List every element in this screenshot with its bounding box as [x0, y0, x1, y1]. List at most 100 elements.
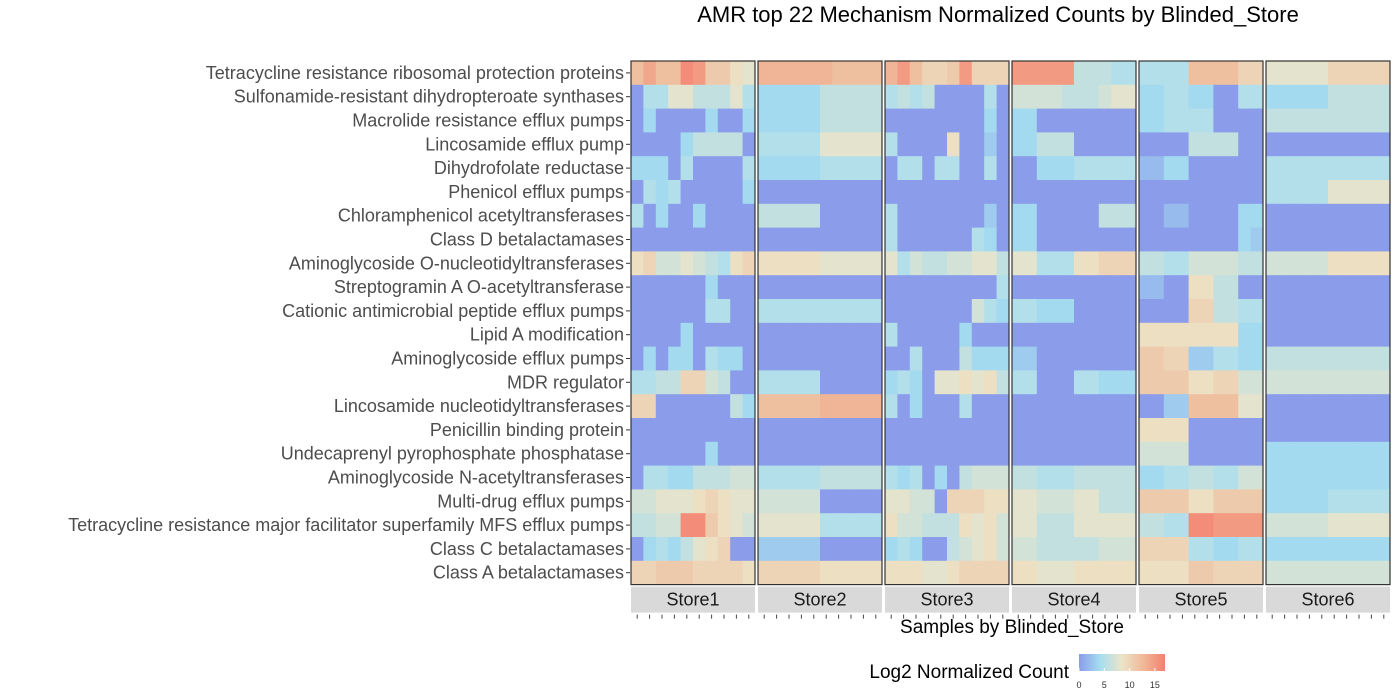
heatmap-cell	[844, 203, 858, 228]
heatmap-cell	[1266, 180, 1279, 205]
heatmap-cell	[1139, 489, 1152, 514]
heatmap-cell	[1024, 156, 1038, 181]
heatmap-cell	[1151, 418, 1165, 443]
heatmap-cell	[1036, 346, 1050, 371]
heatmap-cell	[758, 227, 771, 252]
heatmap-cell	[844, 299, 858, 324]
heatmap-cell	[869, 465, 883, 490]
heatmap-cell	[1377, 203, 1391, 228]
heatmap-cell	[1328, 108, 1341, 133]
heatmap-cell	[1139, 61, 1152, 86]
heatmap-cell	[959, 203, 973, 228]
heatmap-cell	[844, 418, 858, 443]
heatmap-cell	[1250, 132, 1264, 157]
heatmap-cell	[1201, 61, 1214, 86]
facet-strip-label: Store3	[920, 590, 973, 610]
heatmap-cell	[996, 180, 1010, 205]
heatmap-cell	[844, 84, 858, 109]
heatmap-cell	[1049, 489, 1062, 514]
heatmap-cell	[1328, 156, 1341, 181]
facet-panel: Store6	[1265, 60, 1391, 619]
heatmap-cell	[1238, 537, 1251, 562]
heatmap-cell	[959, 465, 973, 490]
heatmap-cell	[1098, 203, 1112, 228]
heatmap-cell	[1365, 394, 1378, 419]
heatmap-cell	[680, 322, 694, 347]
heatmap-cell	[885, 299, 898, 324]
heatmap-cell	[1151, 275, 1165, 300]
heatmap-cell	[959, 537, 973, 562]
heatmap-cell	[1151, 513, 1165, 538]
heatmap-cell	[1163, 84, 1177, 109]
heatmap-cell	[655, 299, 669, 324]
heatmap-cell	[857, 180, 870, 205]
heatmap-cell	[782, 203, 796, 228]
heatmap-cell	[1315, 441, 1329, 466]
heatmap-cell	[1123, 84, 1137, 109]
heatmap-cell	[1024, 513, 1038, 538]
heatmap-cell	[1290, 513, 1304, 538]
heatmap-cell	[1012, 180, 1025, 205]
heatmap-cell	[1036, 156, 1050, 181]
heatmap-cell	[705, 346, 719, 371]
heatmap-cell	[1201, 156, 1214, 181]
heatmap-cell	[934, 275, 948, 300]
heatmap-cell	[885, 251, 898, 276]
row-label: Class C betalactamases	[430, 539, 624, 559]
heatmap-cell	[947, 299, 960, 324]
heatmap-cell	[1151, 61, 1165, 86]
heatmap-cell	[655, 513, 669, 538]
heatmap-cell	[1266, 61, 1279, 86]
heatmap-cell	[1061, 108, 1075, 133]
heatmap-cell	[655, 394, 669, 419]
heatmap-cell	[730, 489, 743, 514]
heatmap-cell	[1086, 489, 1100, 514]
heatmap-cell	[1024, 465, 1038, 490]
heatmap-cell	[1290, 203, 1304, 228]
heatmap-cell	[1225, 275, 1239, 300]
heatmap-cell	[1086, 299, 1100, 324]
panel-border	[884, 60, 1010, 586]
heatmap-cell	[1139, 275, 1152, 300]
heatmap-cell	[1036, 560, 1050, 585]
heatmap-cell	[770, 156, 784, 181]
heatmap-cell	[1328, 132, 1341, 157]
heatmap-cell	[857, 132, 870, 157]
heatmap-cell	[655, 441, 669, 466]
heatmap-cell	[1250, 322, 1264, 347]
heatmap-cell	[717, 394, 731, 419]
heatmap-cell	[959, 84, 973, 109]
heatmap-cell	[1290, 537, 1304, 562]
heatmap-cell	[1315, 84, 1329, 109]
heatmap-cell	[1213, 251, 1227, 276]
heatmap-cell	[1290, 322, 1304, 347]
heatmap-cell	[782, 299, 796, 324]
heatmap-cell	[820, 180, 833, 205]
heatmap-cell	[770, 537, 784, 562]
heatmap-cell	[693, 513, 706, 538]
heatmap-cell	[717, 61, 731, 86]
heatmap-cell	[1176, 299, 1189, 324]
heatmap-cell	[1225, 346, 1239, 371]
heatmap-cell	[1201, 489, 1214, 514]
heatmap-cell	[885, 108, 898, 133]
heatmap-cell	[1377, 299, 1391, 324]
heatmap-cell	[885, 84, 898, 109]
heatmap-cell	[1024, 61, 1038, 86]
heatmap-cell	[770, 227, 784, 252]
heatmap-cell	[820, 346, 833, 371]
heatmap-cell	[1123, 370, 1137, 395]
heatmap-cell	[782, 560, 796, 585]
facet-panels: Store1 Store2 Store3 Store4 Store5 Store6	[630, 60, 1391, 619]
heatmap-cell	[996, 322, 1010, 347]
heatmap-cell	[1086, 84, 1100, 109]
heatmap-cell	[782, 513, 796, 538]
heatmap-cell	[1225, 418, 1239, 443]
heatmap-cell	[1074, 275, 1087, 300]
heatmap-cell	[947, 537, 960, 562]
heatmap-cell	[971, 132, 985, 157]
heatmap-cell	[844, 180, 858, 205]
heatmap-cell	[1061, 299, 1075, 324]
heatmap-cell	[758, 441, 771, 466]
heatmap-cell	[1098, 346, 1112, 371]
